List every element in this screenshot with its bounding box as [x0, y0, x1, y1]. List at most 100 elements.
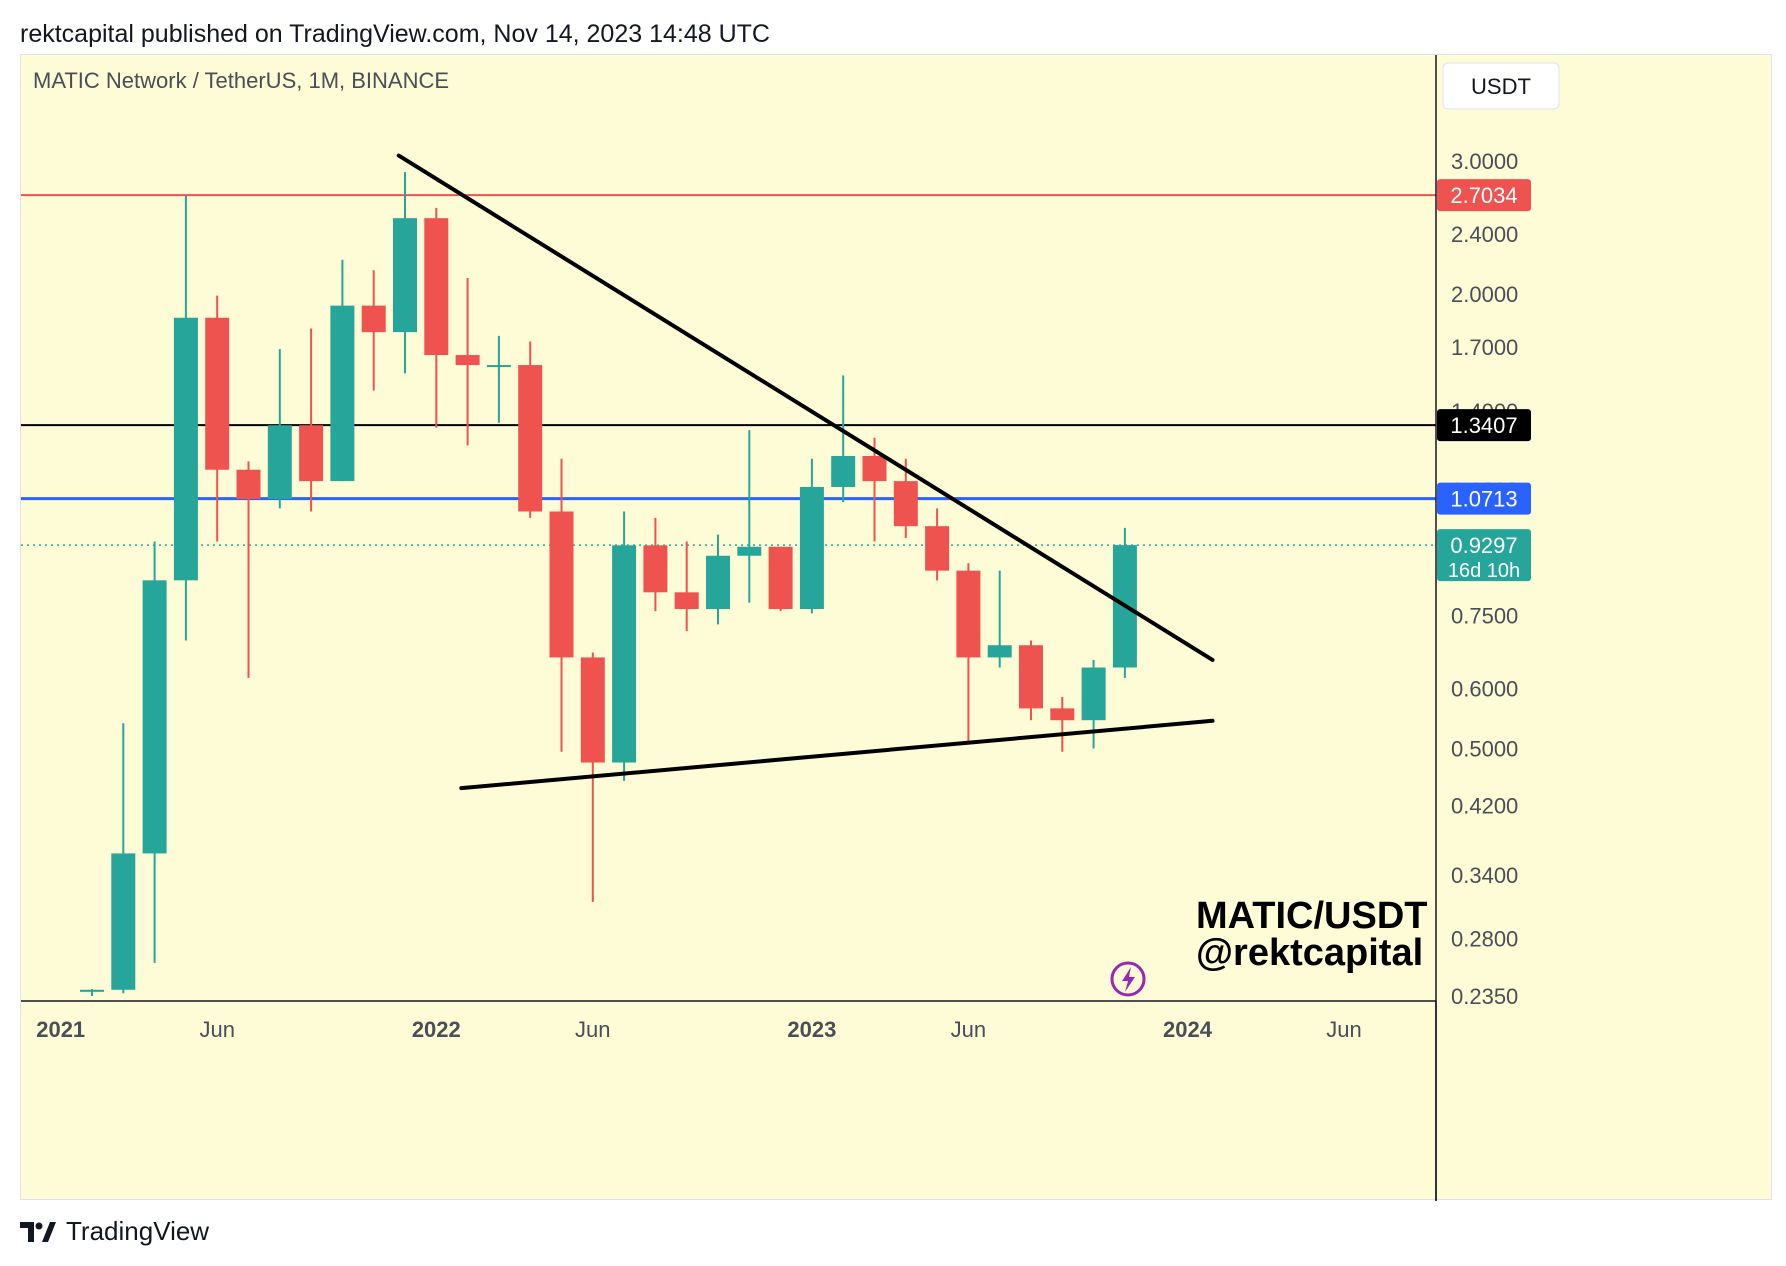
candle-body — [205, 317, 230, 470]
candle-2023-08[interactable] — [1050, 696, 1075, 752]
candle-2021-10[interactable] — [361, 270, 386, 391]
candle-2022-04[interactable] — [549, 458, 574, 752]
candle-body — [1081, 667, 1106, 721]
candle-2022-08[interactable] — [674, 541, 699, 632]
ascending-trendline[interactable] — [459, 718, 1215, 791]
candle-2021-03[interactable] — [142, 541, 167, 963]
y-tick-label: 0.6000 — [1451, 677, 1518, 702]
candle-body — [831, 456, 856, 487]
tradingview-brand: TradingView — [66, 1216, 210, 1246]
x-tick-label: Jun — [1326, 1017, 1361, 1042]
y-tick-label: 0.2350 — [1451, 984, 1518, 1009]
candle-body — [267, 425, 292, 500]
candle-2022-06[interactable] — [612, 511, 637, 781]
chart[interactable]: 3.00002.40002.00001.70001.40001.10000.75… — [21, 55, 1773, 1201]
candle-body — [1050, 708, 1075, 721]
y-tick-label: 2.0000 — [1451, 282, 1518, 307]
candle-body — [330, 305, 355, 482]
candle-body — [549, 511, 574, 658]
candle-2022-07[interactable] — [643, 517, 668, 612]
y-tick-label: 0.5000 — [1451, 736, 1518, 761]
candle-body — [737, 546, 762, 556]
candle-body — [580, 657, 605, 763]
descending-trendline[interactable] — [396, 153, 1215, 662]
x-tick-label: Jun — [951, 1017, 986, 1042]
candle-2021-04[interactable] — [173, 195, 198, 641]
candle-body — [518, 365, 543, 512]
x-tick-label: 2021 — [36, 1017, 85, 1042]
candle-2023-01[interactable] — [831, 375, 856, 503]
tradingview-logo[interactable]: TradingView — [20, 1216, 209, 1247]
resistance-red-label-bg — [1437, 179, 1531, 212]
candle-2023-09[interactable] — [1081, 659, 1106, 749]
level-blue-label-bg — [1437, 482, 1531, 515]
chart-frame[interactable]: 3.00002.40002.00001.70001.40001.10000.75… — [20, 54, 1773, 1201]
candle-2022-03[interactable] — [518, 341, 543, 518]
candle-2021-06[interactable] — [236, 461, 261, 678]
candle-2023-05[interactable] — [956, 563, 981, 742]
resistance-red-price-label: 2.7034 — [1437, 179, 1531, 212]
candle-body — [987, 645, 1012, 658]
candle-body — [455, 355, 480, 366]
candle-body — [893, 481, 918, 527]
candle-2021-12[interactable] — [424, 207, 449, 428]
candle-2021-01[interactable] — [80, 989, 104, 996]
candle-2022-11[interactable] — [768, 546, 793, 612]
candle-2022-02[interactable] — [486, 335, 511, 423]
x-tick-label: 2024 — [1163, 1017, 1213, 1042]
candle-2022-12[interactable] — [799, 458, 824, 614]
candle-body — [1019, 645, 1043, 709]
candle-2021-09[interactable] — [330, 259, 355, 482]
candle-2022-05[interactable] — [580, 652, 605, 903]
candle-body — [142, 580, 167, 854]
x-tick-label: 2023 — [787, 1017, 836, 1042]
y-tick-label: 0.4200 — [1451, 794, 1518, 819]
candle-2023-04[interactable] — [925, 508, 950, 581]
level-blue-label-text: 1.0713 — [1450, 487, 1517, 512]
x-tick-label: 2022 — [412, 1017, 461, 1042]
currency-button[interactable]: USDT — [1442, 62, 1560, 110]
watermark-line-1: MATIC/USDT — [1196, 895, 1428, 937]
currency-button-label: USDT — [1471, 74, 1531, 99]
y-tick-label: 3.0000 — [1451, 149, 1518, 174]
candle-2023-07[interactable] — [1019, 640, 1043, 721]
y-tick-label: 1.7000 — [1451, 335, 1518, 360]
candle-body — [299, 425, 324, 482]
last-price-countdown: 16d 10h — [1448, 560, 1520, 582]
tradingview-logo-icon — [20, 1221, 56, 1242]
watermark-line-2: @rektcapital — [1196, 932, 1423, 974]
last-price-label-text: 0.9297 — [1450, 533, 1517, 558]
lightning-icon[interactable] — [1110, 961, 1146, 997]
candle-body — [706, 555, 730, 610]
candle-2021-11[interactable] — [393, 172, 417, 374]
y-tick-label: 0.3400 — [1451, 863, 1518, 888]
candle-2023-06[interactable] — [987, 570, 1012, 668]
y-tick-label: 0.7500 — [1451, 604, 1518, 629]
last-price-label-bg — [1437, 529, 1531, 582]
candle-body — [612, 545, 637, 763]
y-tick-label: 0.2800 — [1451, 927, 1518, 952]
candle-2021-08[interactable] — [299, 328, 324, 512]
level-blue-price-label: 1.0713 — [1437, 482, 1531, 515]
candle-2021-07[interactable] — [267, 349, 292, 509]
candle-2022-01[interactable] — [455, 277, 480, 446]
candle-body — [393, 218, 417, 333]
candle-2021-02[interactable] — [111, 723, 136, 994]
candle-body — [361, 305, 386, 333]
candle-body — [768, 546, 793, 610]
candle-body — [111, 853, 136, 990]
candle-2021-05[interactable] — [205, 295, 230, 542]
candle-body — [173, 317, 198, 581]
candle-2023-10[interactable] — [1112, 527, 1137, 678]
publisher-info: rektcapital published on TradingView.com… — [20, 20, 770, 48]
level-black-label-bg — [1437, 409, 1531, 442]
candle-body — [486, 365, 511, 368]
candle-2022-09[interactable] — [706, 534, 730, 625]
y-tick-label: 2.4000 — [1451, 222, 1518, 247]
candle-body — [862, 456, 887, 482]
candle-2023-02[interactable] — [862, 437, 887, 542]
candle-body — [925, 526, 950, 571]
x-tick-label: Jun — [575, 1017, 610, 1042]
candle-2022-10[interactable] — [737, 430, 762, 603]
